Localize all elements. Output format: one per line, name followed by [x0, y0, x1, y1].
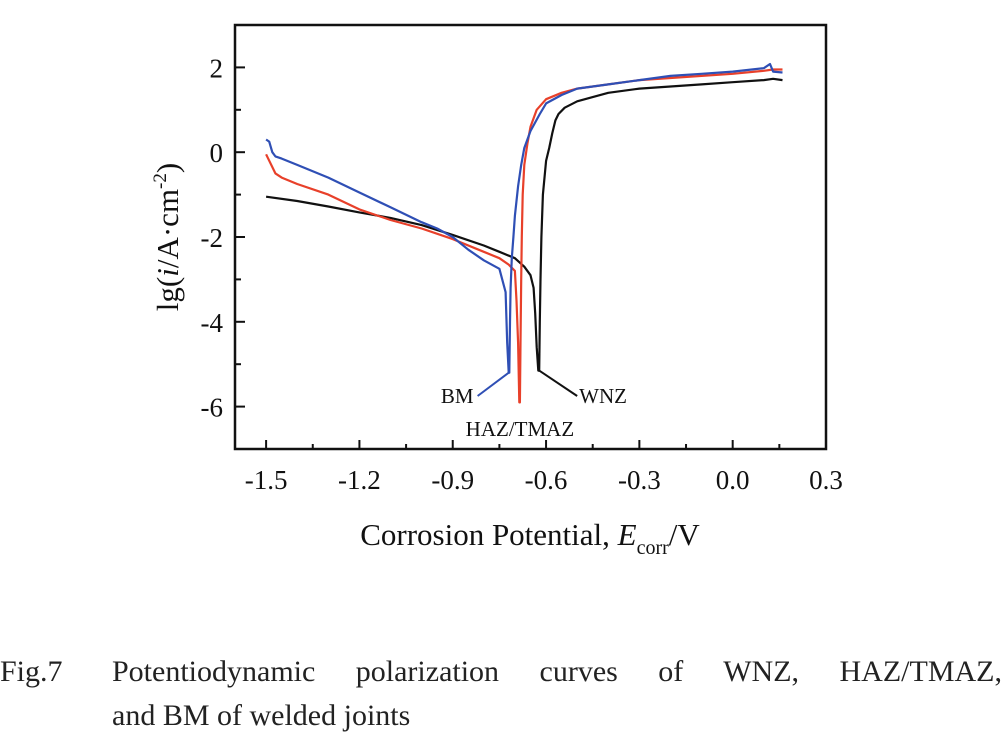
leader-line-wnz	[538, 369, 578, 397]
x-tick-label: -0.6	[525, 465, 568, 495]
caption-line-2: and BM of welded joints	[0, 694, 1002, 738]
y-axis-label: lg(i/A·cm-2)	[150, 163, 185, 311]
x-axis-label: Corrosion Potential, Ecorr/V	[360, 517, 700, 559]
x-tick-label: 0.3	[809, 465, 843, 495]
y-axis-label-unit: /A·cm	[150, 189, 185, 268]
y-tick-label: 0	[210, 138, 224, 168]
x-axis-label-subscript: corr	[637, 537, 670, 559]
x-tick-label: -0.3	[618, 465, 661, 495]
annotation-bm: BM	[441, 384, 474, 408]
y-axis-label-symbol: i	[150, 268, 185, 277]
caption-text-1: Potentiodynamic polarization curves of W…	[112, 655, 1002, 688]
x-axis-label-symbol: E	[617, 517, 637, 552]
y-axis-label-superscript: -2	[150, 173, 171, 189]
x-axis-label-prefix: Corrosion Potential,	[360, 517, 617, 552]
y-axis-label-prefix: lg(	[150, 277, 185, 311]
figure-number: Fig.7	[0, 655, 63, 688]
x-tick-label: 0.0	[716, 465, 750, 495]
series-layer	[265, 62, 783, 404]
y-tick-label: 2	[210, 53, 224, 83]
series-line-bm	[265, 62, 783, 374]
x-tick-label: -1.2	[338, 465, 381, 495]
plot-background	[0, 0, 1002, 600]
figure-caption: Fig.7 Potentiodynamic polarization curve…	[0, 650, 1002, 738]
y-tick-label: -2	[201, 223, 224, 253]
caption-text-2: and BM of welded joints	[112, 699, 411, 732]
annotation-wnz: WNZ	[579, 384, 627, 408]
x-axis-ticks: -1.5 -1.2 -0.9 -0.6 -0.3 0.0 0.3	[245, 440, 843, 495]
leader-line-bm	[477, 371, 510, 397]
x-tick-label: -0.9	[431, 465, 474, 495]
series-line-wnz	[265, 77, 783, 372]
annotation-haz-tmaz: HAZ/TMAZ	[466, 417, 575, 441]
x-axis-label-unit: /V	[669, 517, 701, 552]
y-axis-ticks: 2 0 -2 -4 -6	[201, 53, 245, 423]
caption-line-1: Fig.7 Potentiodynamic polarization curve…	[0, 650, 1002, 694]
y-axis-label-close: )	[150, 163, 185, 173]
y-tick-label: -4	[201, 308, 224, 338]
x-tick-label: -1.5	[245, 465, 288, 495]
y-tick-label: -6	[201, 393, 224, 423]
